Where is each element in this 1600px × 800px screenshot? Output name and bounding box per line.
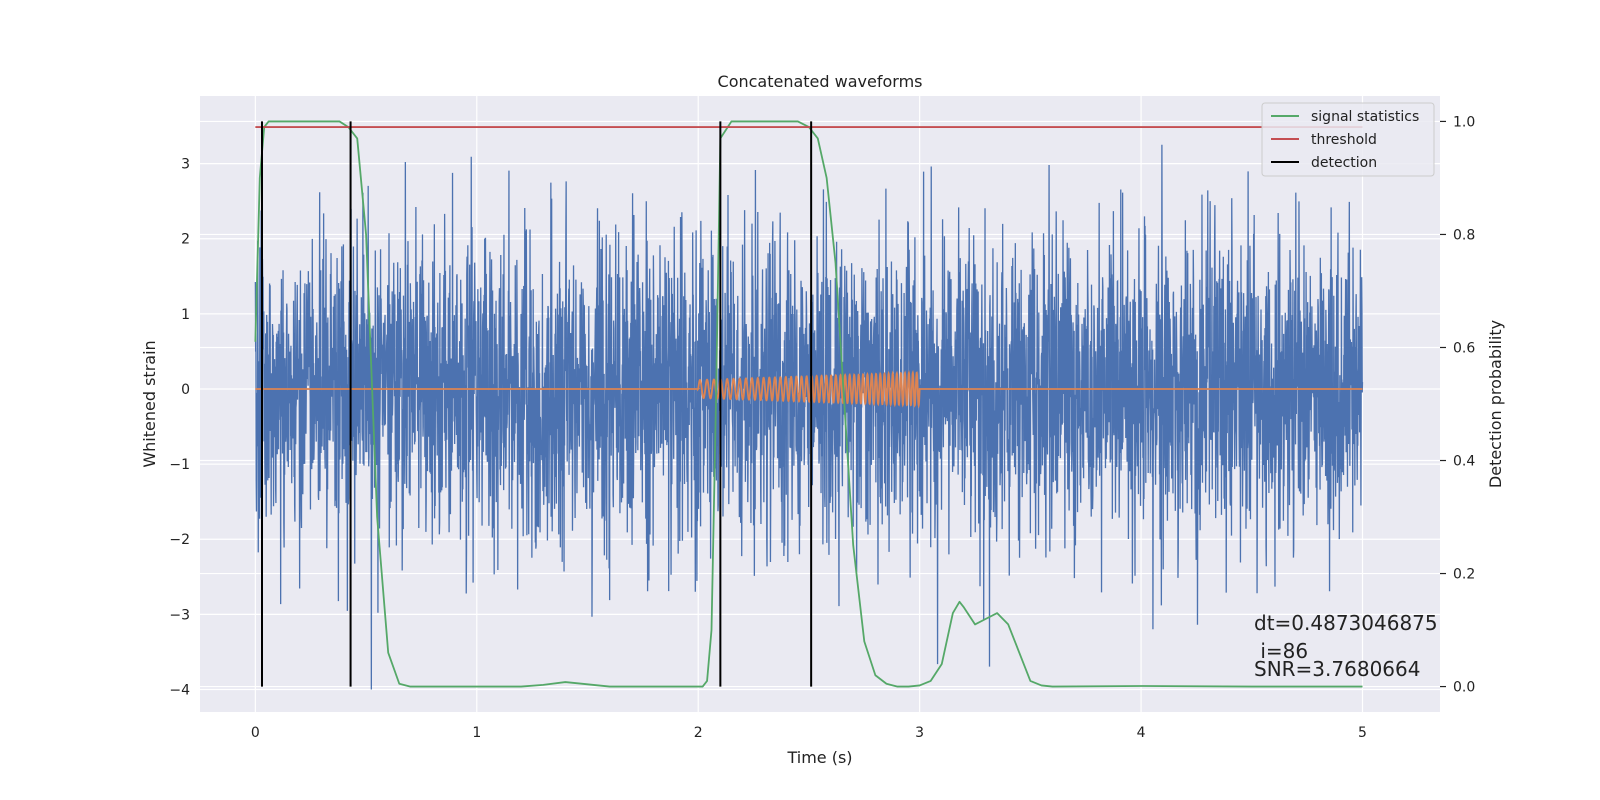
x-tick-label: 4 <box>1137 725 1146 741</box>
y-tick-label: 2 <box>181 232 190 248</box>
y-tick-label: −1 <box>169 457 190 473</box>
y2-tick-label: 1.0 <box>1453 114 1475 130</box>
legend: signal statistics threshold detection <box>1261 102 1435 177</box>
y2-tick-label: 0.2 <box>1453 567 1475 583</box>
y2-tick-label: 0.8 <box>1453 227 1475 243</box>
y-tick-label: −4 <box>169 682 190 698</box>
series-template <box>255 369 1363 409</box>
x-tick-label: 5 <box>1358 725 1367 741</box>
legend-label-threshold: threshold <box>1311 132 1377 148</box>
y2-tick-label: 0.4 <box>1453 454 1475 470</box>
y2-tick-label: 0.0 <box>1453 680 1475 696</box>
y-tick-label: −2 <box>169 532 190 548</box>
annotation-snr: SNR=3.7680664 <box>1254 657 1420 681</box>
y2-axis-label: Detection probability <box>1486 320 1505 488</box>
x-tick-label: 0 <box>251 725 260 741</box>
x-axis-label: Time (s) <box>786 748 852 767</box>
y-axis-label: Whitened strain <box>140 340 159 467</box>
y-tick-label: −3 <box>169 607 190 623</box>
legend-label-detection: detection <box>1311 155 1377 171</box>
axis-ticks: 0 1 2 3 4 5 −4 −3 −2 −1 0 1 2 3 0.0 0.2 0.4 0.6 0.8 1.0 <box>169 114 1475 741</box>
chart-title: Concatenated waveforms <box>718 72 923 91</box>
series-whitened-strain <box>254 144 1364 690</box>
y-tick-label: 0 <box>181 382 190 398</box>
x-tick-label: 2 <box>694 725 703 741</box>
legend-label-signal-statistics: signal statistics <box>1311 109 1419 125</box>
x-tick-label: 1 <box>472 725 481 741</box>
y2-tick-label: 0.6 <box>1453 340 1475 356</box>
annotation-i: i=86 <box>1254 639 1308 663</box>
annotation-block: dt=0.4873046875 i=86 SNR=3.7680664 <box>1254 611 1438 681</box>
y-tick-label: 3 <box>181 157 190 173</box>
annotation-dt: dt=0.4873046875 <box>1254 611 1438 635</box>
plot-area <box>254 120 1364 690</box>
series-signal-statistics <box>254 120 1363 688</box>
x-tick-label: 3 <box>915 725 924 741</box>
legend-box <box>1261 102 1435 177</box>
y-tick-label: 1 <box>181 307 190 323</box>
